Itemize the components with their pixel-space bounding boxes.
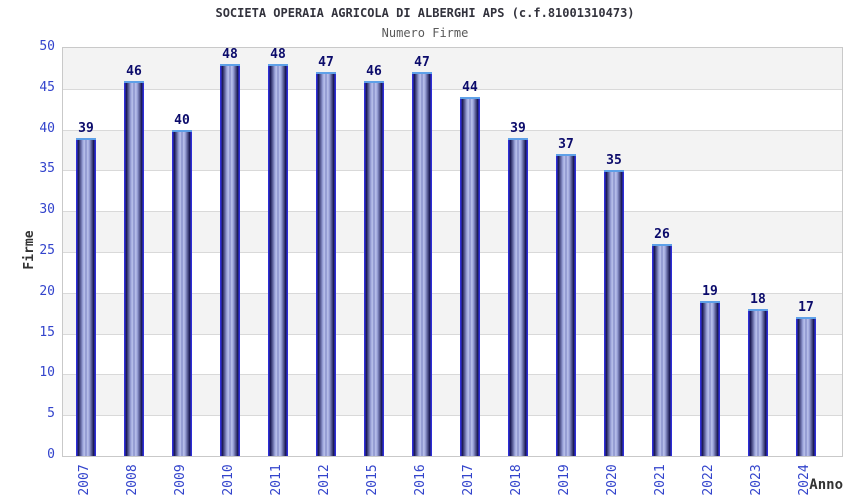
plot-band [63, 88, 842, 130]
plot-band [63, 252, 842, 293]
x-tick-label: 2015 [365, 464, 380, 496]
y-tick-label: 25 [39, 243, 55, 258]
bar [604, 170, 624, 456]
bar-value-label: 47 [414, 55, 430, 71]
y-tick-label: 40 [39, 120, 55, 136]
grid-line [63, 333, 842, 335]
bar-value-label: 37 [558, 137, 574, 153]
bar-value-label: 46 [366, 63, 382, 79]
plot-band [63, 170, 842, 212]
bar [268, 64, 288, 456]
bar [364, 80, 384, 456]
bar-value-label: 39 [510, 120, 526, 136]
grid-line [63, 170, 842, 172]
bar-value-label: 47 [318, 55, 334, 71]
bar [652, 243, 672, 456]
chart-subtitle: Numero Firme [381, 26, 469, 40]
grid-line [63, 292, 842, 294]
x-tick-label: 2007 [77, 464, 92, 496]
x-tick-label: 2020 [605, 464, 620, 496]
grid-line [63, 252, 842, 253]
bar [172, 129, 192, 456]
x-tick-label: 2008 [125, 464, 140, 496]
x-tick-label: 2021 [653, 464, 668, 496]
bar [316, 72, 336, 456]
grid-line [63, 415, 842, 417]
plot-band [63, 48, 842, 89]
grid-line [63, 211, 842, 213]
x-tick-label: 2022 [701, 464, 716, 496]
bar-value-label: 18 [750, 292, 766, 308]
bar [124, 80, 144, 456]
bar-value-label: 40 [174, 112, 190, 128]
bar [700, 300, 720, 456]
bar [748, 309, 768, 456]
y-tick-label: 30 [39, 202, 55, 218]
y-tick-label: 5 [47, 406, 55, 422]
bar-value-label: 44 [462, 79, 478, 95]
bar [556, 154, 576, 456]
bar-value-label: 48 [222, 47, 238, 63]
y-tick-label: 15 [39, 324, 55, 340]
x-tick-label: 2010 [221, 464, 236, 496]
plot-band [63, 211, 842, 252]
bar [796, 317, 816, 456]
grid-line [63, 88, 842, 90]
bar [412, 72, 432, 456]
plot-area: 39 46 40 48 48 47 46 47 44 39 37 35 26 19 18 17 [62, 47, 843, 457]
x-tick-label: 2017 [461, 464, 476, 496]
x-tick-label: 2016 [413, 464, 428, 496]
x-tick-label: 2019 [557, 464, 572, 496]
y-tick-label: 20 [39, 283, 55, 299]
grid-line [63, 374, 842, 376]
x-tick-label: 2009 [173, 464, 188, 496]
y-tick-label: 50 [39, 39, 55, 54]
x-tick-label: 2018 [509, 464, 524, 496]
x-tick-label: 2023 [749, 464, 764, 496]
x-axis-title: Anno [809, 477, 843, 493]
bar [76, 137, 96, 456]
x-tick-label: 2011 [269, 464, 284, 496]
bar-value-label: 46 [126, 63, 142, 79]
bar [220, 64, 240, 456]
y-tick-label: 0 [47, 447, 55, 462]
grid-line [63, 129, 842, 131]
bar-value-label: 26 [654, 226, 670, 242]
y-tick-label: 10 [39, 365, 55, 381]
y-tick-label: 45 [39, 79, 55, 95]
bar-value-label: 48 [270, 47, 286, 63]
bar [460, 96, 480, 456]
bar-value-label: 17 [798, 300, 814, 316]
bar-value-label: 39 [78, 120, 94, 136]
bar-value-label: 19 [702, 283, 718, 299]
plot-band [63, 129, 842, 171]
y-tick-label: 35 [39, 161, 55, 177]
bar-value-label: 35 [606, 153, 622, 169]
chart-title: SOCIETA OPERAIA AGRICOLA DI ALBERGHI APS… [215, 6, 635, 20]
y-axis-title: Firme [22, 230, 37, 270]
x-tick-label: 2012 [317, 464, 332, 496]
bar [508, 137, 528, 456]
